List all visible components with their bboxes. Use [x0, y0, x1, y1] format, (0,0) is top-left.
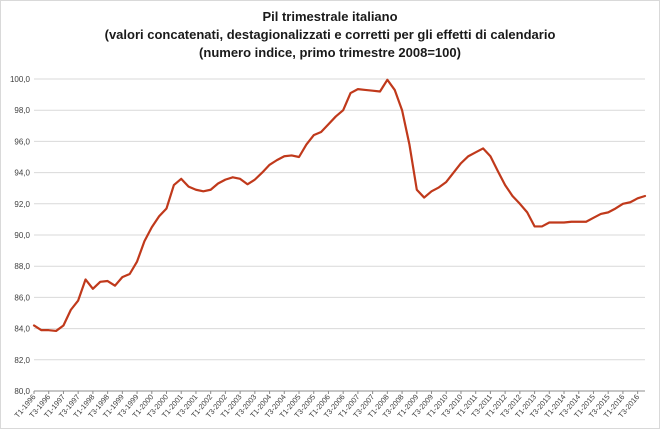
y-tick-label: 88,0	[14, 262, 30, 271]
y-tick-label: 100,0	[10, 75, 31, 84]
y-tick-label: 98,0	[14, 106, 30, 115]
y-tick-label: 84,0	[14, 325, 30, 334]
x-axis: T1-1996T3-1996T1-1997T3-1997T1-1998T3-19…	[13, 391, 641, 420]
series-line	[32, 78, 647, 333]
y-tick-label: 90,0	[14, 231, 30, 240]
chart-subtitle-2: (numero indice, primo trimestre 2008=100…	[199, 45, 461, 60]
chart-title: Pil trimestrale italiano	[262, 9, 398, 24]
y-axis: 100,0 98,0 96,0 94,0 92,0 90,0 88,0 86,0 84,0 82,…	[10, 75, 31, 396]
y-tick-label: 82,0	[14, 356, 30, 365]
series-layer	[32, 78, 647, 333]
y-tick-label: 80,0	[14, 387, 30, 396]
y-tick-label: 94,0	[14, 169, 30, 178]
gridlines	[34, 78, 645, 392]
y-tick-label: 96,0	[14, 137, 30, 146]
y-tick-label: 92,0	[14, 200, 30, 209]
y-tick-label: 86,0	[14, 293, 30, 302]
chart-subtitle: (valori concatenati, destagionalizzati e…	[104, 27, 556, 42]
